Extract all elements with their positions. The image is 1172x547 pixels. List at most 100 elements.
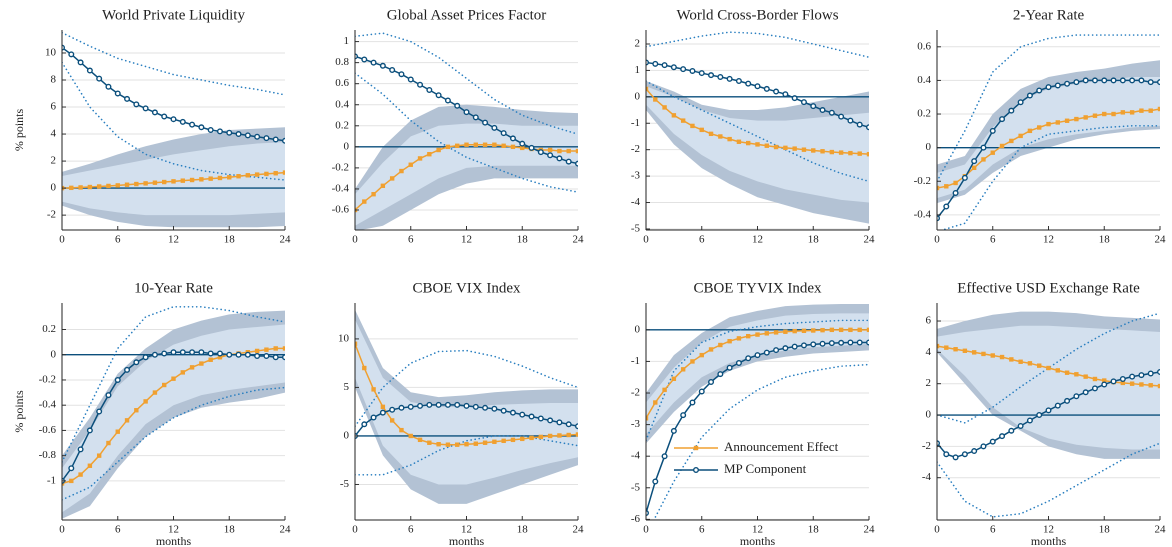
marker xyxy=(264,171,269,177)
marker xyxy=(463,109,470,116)
marker xyxy=(77,59,84,66)
marker xyxy=(216,128,223,135)
legend-label: MP Component xyxy=(724,461,807,476)
x-tick-label: 6 xyxy=(990,524,996,536)
panel: -0.6 -0.4 -0.2 0 0.2 0.4 0.6 0.8 1 0 6 12 18 24 Global… xyxy=(332,7,584,245)
marker xyxy=(1092,376,1098,382)
marker xyxy=(161,350,168,357)
marker xyxy=(801,328,807,333)
marker xyxy=(944,345,949,350)
marker xyxy=(1091,385,1098,392)
x-tick-label: 24 xyxy=(864,524,876,536)
marker xyxy=(791,343,798,350)
marker xyxy=(1157,383,1160,389)
marker xyxy=(105,83,112,90)
chart-title: Global Asset Prices Factor xyxy=(387,7,547,23)
marker xyxy=(820,327,825,333)
marker xyxy=(133,359,140,366)
y-axis-label: % points xyxy=(12,390,26,433)
y-tick-label: 0 xyxy=(635,90,641,102)
marker xyxy=(745,80,752,87)
marker xyxy=(1037,125,1042,130)
x-tick-label: 0 xyxy=(59,524,65,536)
legend-marker xyxy=(693,467,700,474)
marker xyxy=(273,171,278,176)
x-tick-label: 12 xyxy=(168,234,179,246)
marker xyxy=(680,367,686,372)
marker xyxy=(792,146,797,151)
marker xyxy=(254,352,261,359)
marker xyxy=(1083,115,1088,120)
marker xyxy=(1036,412,1043,419)
y-tick-label: -2 xyxy=(47,209,56,221)
marker xyxy=(380,183,386,188)
marker xyxy=(962,348,968,353)
marker xyxy=(652,60,659,67)
marker xyxy=(444,97,451,104)
marker xyxy=(1074,372,1079,377)
x-tick-label: 18 xyxy=(1099,234,1111,246)
marker xyxy=(1148,108,1153,113)
y-tick-label: 0.6 xyxy=(917,40,931,52)
marker xyxy=(114,90,121,97)
marker xyxy=(236,174,241,179)
marker xyxy=(708,72,715,79)
marker xyxy=(152,390,158,395)
marker xyxy=(500,407,507,414)
marker xyxy=(708,347,714,352)
marker xyxy=(754,352,761,359)
x-tick-label: 0 xyxy=(59,234,65,246)
y-tick-label: 10 xyxy=(338,332,350,344)
dotted-bound xyxy=(937,442,1160,518)
confidence-band xyxy=(62,324,285,513)
marker xyxy=(944,184,949,189)
x-axis-label: months xyxy=(156,534,192,547)
x-tick-label: 12 xyxy=(461,524,472,536)
x-axis-label: months xyxy=(1031,534,1067,547)
marker xyxy=(989,438,996,445)
marker xyxy=(426,401,433,408)
marker xyxy=(1111,111,1116,117)
marker xyxy=(990,150,995,155)
marker xyxy=(501,143,506,148)
marker xyxy=(380,404,386,410)
marker xyxy=(782,345,789,352)
y-tick-label: -0.2 xyxy=(914,175,931,187)
marker xyxy=(69,185,74,191)
x-tick-label: 6 xyxy=(699,524,705,536)
marker xyxy=(96,184,102,189)
marker xyxy=(699,127,704,133)
x-tick-label: 24 xyxy=(864,234,876,246)
chart-title: 2-Year Rate xyxy=(1013,7,1085,23)
panel: -1 -0.8 -0.6 -0.4 -0.2 0 0.2 0 6 12 18 24 10-Year Ra… xyxy=(12,280,291,547)
marker xyxy=(1064,370,1070,375)
marker xyxy=(361,56,368,63)
marker xyxy=(161,113,168,120)
y-tick-label: -3 xyxy=(631,418,641,430)
y-tick-label: 0 xyxy=(51,348,57,360)
x-tick-label: 6 xyxy=(990,234,996,246)
marker xyxy=(754,83,761,90)
marker xyxy=(436,442,441,447)
marker xyxy=(847,339,854,346)
marker xyxy=(379,409,386,416)
marker xyxy=(653,400,658,405)
marker xyxy=(529,435,534,441)
marker xyxy=(866,327,869,333)
marker xyxy=(1064,80,1071,87)
y-tick-label: 4 xyxy=(926,346,932,358)
plot-area xyxy=(646,31,869,230)
marker xyxy=(857,151,862,156)
marker xyxy=(1139,382,1144,387)
dotted-bound xyxy=(939,124,1160,230)
y-tick-label: 0 xyxy=(926,141,932,153)
marker xyxy=(971,158,978,165)
marker xyxy=(566,432,571,438)
marker xyxy=(1045,407,1052,414)
marker xyxy=(953,347,958,352)
marker xyxy=(783,145,788,151)
y-tick-label: 0.4 xyxy=(335,98,349,110)
marker xyxy=(980,443,987,450)
marker xyxy=(556,155,563,162)
dotted-bound xyxy=(62,61,285,181)
